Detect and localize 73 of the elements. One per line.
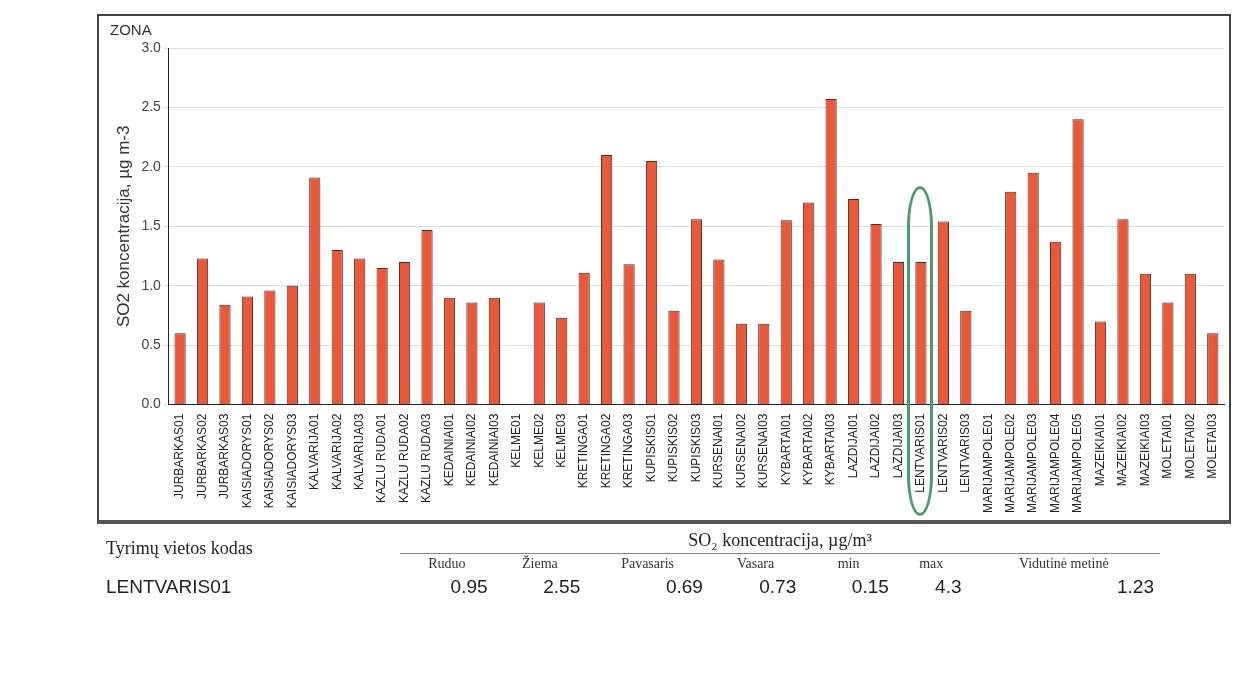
x-tick-label: LENTVARIS02 [935, 413, 950, 493]
x-tick-label: LAZDIJAI01 [845, 413, 860, 479]
category-label: Pavasaris [620, 555, 675, 573]
data-label: 0.95 [449, 575, 489, 599]
x-tick-label: KALVARIJA03 [352, 413, 366, 490]
x-tick-label: MARIJAMPOLE01 [980, 413, 995, 514]
x-tick-label: LENTVARIS01 [913, 413, 928, 493]
x-tick-label: KRETINGA02 [598, 413, 613, 489]
category-label: Žiema [521, 554, 559, 573]
x-tick-label: KELME03 [554, 413, 569, 468]
y-tick-label: 1.5 [141, 217, 162, 234]
y-axis-title: SO2 koncentracija, µg m-3 [113, 125, 133, 328]
category-label: LENTVARIS01 [106, 576, 232, 597]
category-label: Ruduo [427, 555, 467, 573]
x-tick-label: JURBARKAS01 [172, 413, 187, 500]
x-tick-label: KELME02 [531, 413, 546, 468]
chart-title: ZONA [110, 21, 152, 39]
x-tick-label: JURBARKAS02 [194, 413, 209, 500]
x-tick-label: KRETINGA01 [576, 413, 591, 489]
x-tick-label: KELME01 [509, 413, 524, 468]
x-tick-label: KYBARTAI01 [778, 413, 793, 486]
x-tick-label: KEDAINIAI01 [441, 413, 456, 487]
x-tick-label: MOLETAI01 [1160, 413, 1175, 479]
x-tick-label: KAISIADORYS01 [239, 413, 254, 509]
x-tick-label: MARIJAMPOLE03 [1025, 413, 1040, 514]
y-tick-label: 1.0 [141, 276, 162, 293]
y-tick-label: 2.5 [141, 98, 162, 115]
x-tick-label: KAZLU RUDA02 [396, 413, 411, 504]
text: Tyrimų vietos kodas [105, 537, 254, 560]
y-tick-label: 0.5 [141, 336, 162, 353]
data-label: 0.69 [664, 575, 704, 599]
y-tick-label: 3.0 [141, 38, 162, 55]
y-tick-label: 2.0 [141, 157, 162, 174]
data-label: 0.15 [850, 575, 890, 599]
category-label: Vidutinė metinė [1017, 555, 1110, 573]
x-tick-label: KRETINGA03 [621, 413, 636, 489]
text: SO₂ koncentracija, µg/m³ [400, 528, 1160, 554]
x-tick-label: KAISIADORYS02 [262, 413, 277, 509]
x-tick-label: KURSENAI03 [756, 413, 771, 489]
x-tick-label: KEDAINIAI03 [486, 413, 501, 487]
category-label: min [836, 555, 861, 573]
x-tick-label: KURSENAI01 [711, 413, 726, 489]
data-label: 2.55 [542, 575, 582, 599]
data-label: 0.73 [758, 575, 798, 599]
y-tick-label: 0.0 [141, 395, 162, 412]
x-tick-label: KALVARIJA01 [307, 413, 322, 490]
x-tick-label: KUPISKIS03 [688, 413, 703, 483]
category-label: max [918, 555, 945, 573]
x-tick-label: KEDAINIAI02 [464, 413, 479, 487]
x-tick-label: MAZEIKIAI02 [1115, 413, 1130, 487]
x-tick-label: KUPISKIS02 [666, 413, 681, 483]
x-tick-label: KALVARIJA02 [329, 413, 344, 490]
x-tick-label: KAISIADORYS03 [284, 413, 299, 509]
data-label: 1.23 [1116, 575, 1155, 599]
x-tick-label: MARIJAMPOLE04 [1047, 413, 1062, 514]
x-tick-label: KYBARTAI02 [800, 413, 815, 486]
x-tick-label: MARIJAMPOLE02 [1003, 413, 1018, 514]
x-tick-label: KURSENAI02 [733, 413, 748, 489]
x-tick-label: LENTVARIS03 [958, 413, 973, 493]
x-tick-label: MAZEIKIAI01 [1092, 413, 1107, 487]
data-label: 4.3 [934, 575, 963, 599]
x-tick-label: KAZLU RUDA03 [419, 413, 434, 504]
x-tick-label: JURBARKAS03 [217, 413, 232, 500]
x-tick-label: KUPISKIS01 [643, 413, 658, 483]
x-tick-label: KYBARTAI03 [823, 413, 838, 486]
category-label: Vasara [735, 555, 776, 573]
x-tick-label: KAZLU RUDA01 [374, 413, 389, 504]
x-tick-label: MOLETAI03 [1205, 413, 1220, 479]
x-tick-label: LAZDIJAI03 [890, 413, 905, 479]
x-tick-label: MAZEIKIAI03 [1137, 413, 1152, 487]
x-tick-label: MARIJAMPOLE05 [1070, 413, 1085, 514]
x-tick-label: MOLETAI02 [1182, 413, 1197, 479]
x-tick-label: LAZDIJAI02 [868, 413, 883, 479]
